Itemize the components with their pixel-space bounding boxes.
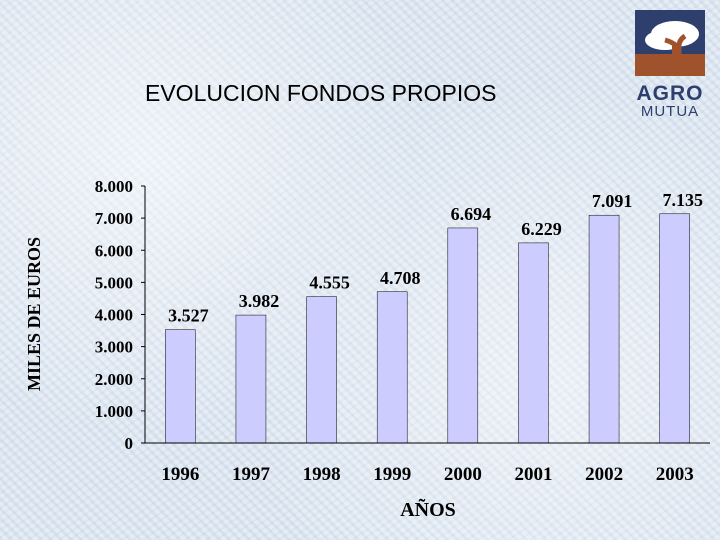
y-tick-label: 1.000 bbox=[95, 402, 133, 421]
x-tick-label: 2000 bbox=[444, 464, 482, 485]
y-tick-label: 4.000 bbox=[95, 306, 133, 325]
x-tick-label: 1999 bbox=[373, 464, 411, 485]
data-label-1999: 4.708 bbox=[380, 268, 421, 288]
data-label-1996: 3.527 bbox=[168, 306, 209, 326]
bar-1996 bbox=[165, 329, 196, 444]
bar-2003 bbox=[659, 213, 690, 444]
y-tick-label: 8.000 bbox=[95, 177, 133, 196]
y-tick-label: 0 bbox=[125, 434, 134, 453]
bar-2001 bbox=[518, 242, 549, 444]
x-tick-label: 2001 bbox=[514, 464, 552, 485]
agromutua-logo: AGRO MUTUA bbox=[632, 10, 710, 120]
bar-2002 bbox=[588, 214, 620, 444]
bar-2000 bbox=[447, 227, 479, 444]
x-tick-label: 1996 bbox=[161, 464, 199, 485]
x-tick-label: 2003 bbox=[656, 464, 694, 485]
y-axis-title: MILES DE EUROS bbox=[24, 237, 44, 391]
data-label-2000: 6.694 bbox=[451, 204, 492, 224]
x-tick-label: 1998 bbox=[303, 464, 341, 485]
x-tick-label: 1997 bbox=[232, 464, 271, 485]
data-label-2001: 6.229 bbox=[521, 219, 562, 239]
bar-1999 bbox=[376, 291, 408, 444]
slide-title: EVOLUCION FONDOS PROPIOS bbox=[145, 80, 497, 106]
y-tick-label: 7.000 bbox=[95, 209, 133, 228]
x-tick-label: 2002 bbox=[585, 464, 623, 485]
bar-1998 bbox=[306, 296, 337, 444]
y-tick-label: 3.000 bbox=[95, 338, 133, 357]
logo-text-agro: AGRO bbox=[636, 82, 704, 105]
tree-logo-icon bbox=[635, 10, 705, 76]
bar-1997 bbox=[235, 314, 267, 444]
x-axis-title: AÑOS bbox=[400, 498, 456, 521]
y-tick-label: 2.000 bbox=[95, 370, 133, 389]
logo-text-mutua: MUTUA bbox=[640, 103, 700, 120]
data-label-1998: 4.555 bbox=[309, 273, 350, 293]
data-label-2002: 7.091 bbox=[592, 191, 633, 211]
y-tick-label: 5.000 bbox=[95, 273, 133, 292]
data-label-1997: 3.982 bbox=[239, 291, 280, 311]
data-label-2003: 7.135 bbox=[662, 190, 703, 210]
y-tick-label: 6.000 bbox=[95, 241, 133, 260]
